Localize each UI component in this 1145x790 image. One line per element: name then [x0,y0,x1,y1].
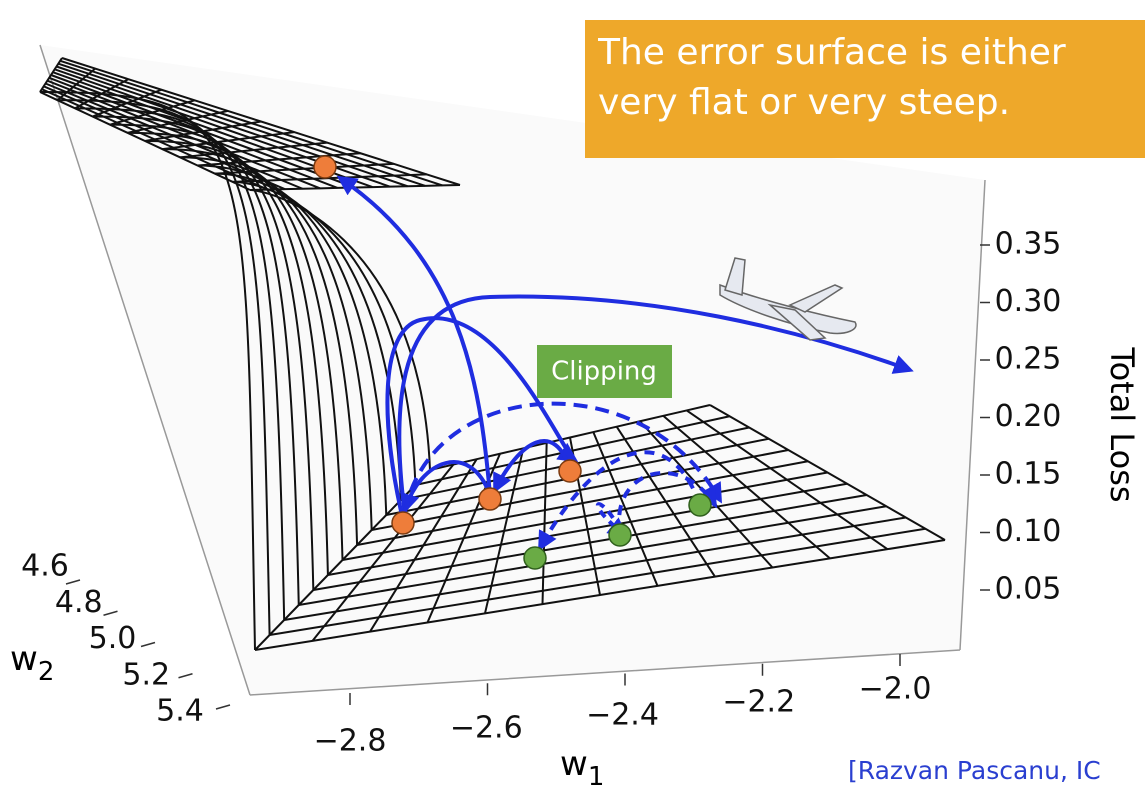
annotation-wrap: The error surface is either very flat or… [598,28,1143,153]
zticks-label: 0.35 [995,227,1062,262]
x-label-sub: 1 [588,762,605,790]
zticks-label: 0.15 [995,457,1062,492]
yticks-mark [216,705,230,709]
yticks-label: 4.6 [21,549,69,584]
clip-label: Clipping [551,357,657,387]
xticks-label: −2.4 [586,698,659,733]
zticks-label: 0.25 [995,342,1062,377]
yticks-label: 5.0 [89,621,137,656]
y-axis-label: w2 [10,639,54,687]
z-axis-label: Total Loss [1103,346,1141,502]
zticks-label: 0.10 [995,514,1062,549]
x-label-base: w [560,744,588,784]
yticks-mark [141,643,155,647]
zticks-label: 0.20 [995,399,1062,434]
y-label-sub: 2 [38,657,55,687]
citation: [Razvan Pascanu, IC [848,756,1101,785]
slide: −2.8 −2.6 −2.4 −2.2 −2.0 4.64.85.05.25.4 0.05 0… [0,0,1145,790]
xticks-label: −2.8 [314,724,387,759]
point [609,524,631,546]
yticks-label: 5.4 [156,694,204,729]
chart: −2.8 −2.6 −2.4 −2.2 −2.0 4.64.85.05.25.4 0.05 0… [0,0,1145,790]
yticks-mark [179,674,193,678]
zticks-label: 0.05 [995,572,1062,607]
y-label-base: w [10,639,38,679]
yticks-label: 5.2 [122,657,170,692]
xticks-label: −2.2 [722,685,795,720]
point [314,156,336,178]
point [689,494,711,516]
xticks-label: −2.6 [450,711,523,746]
zticks-label: 0.30 [995,284,1062,319]
yticks-label: 4.8 [55,585,103,620]
annotation: The error surface is either very flat or… [598,28,1143,128]
point [559,460,581,482]
point [479,488,501,510]
x-axis-label: w1 [560,744,604,790]
xticks-label: −2.0 [859,672,932,707]
point [392,512,414,534]
point [524,547,546,569]
yticks-mark [104,611,118,615]
